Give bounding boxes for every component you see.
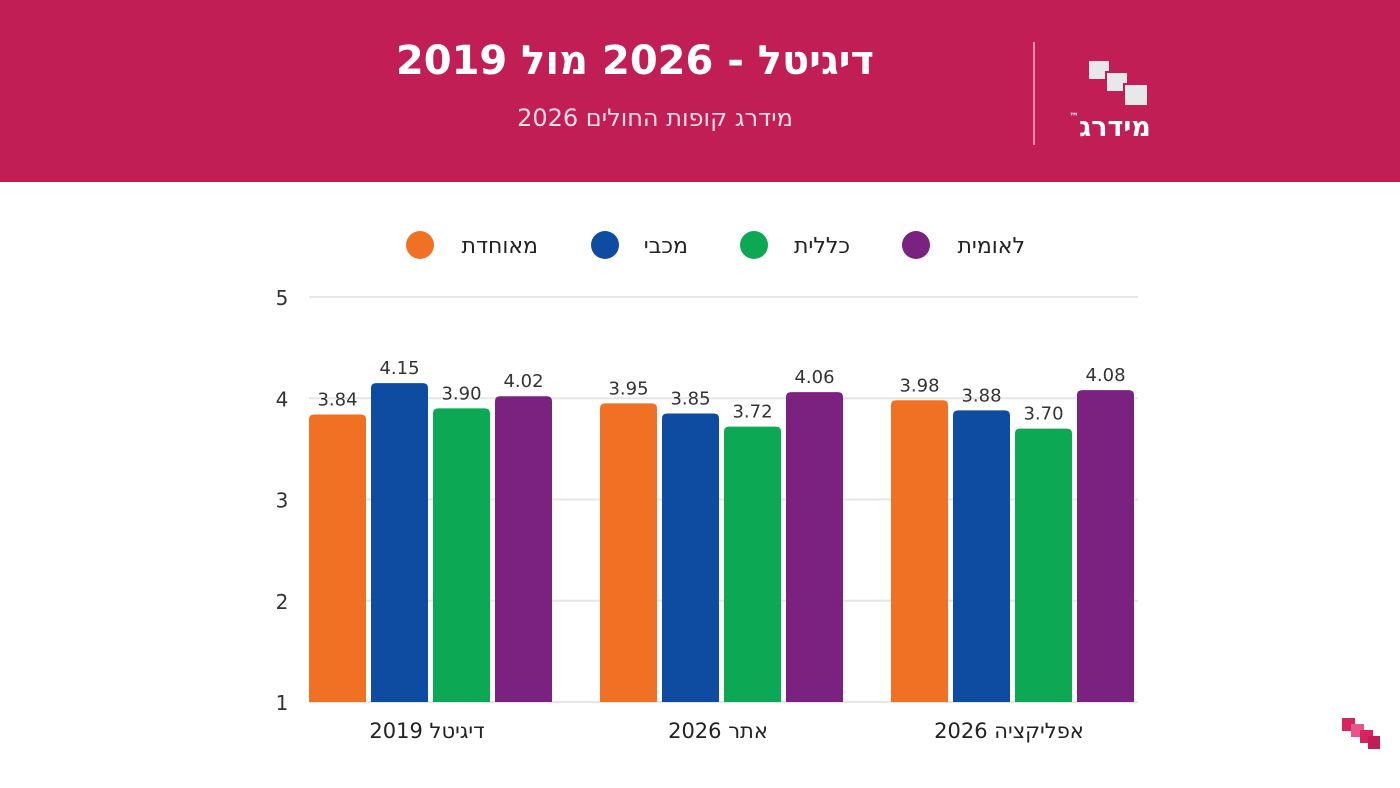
logo-squares-icon bbox=[1087, 59, 1149, 107]
bar bbox=[724, 426, 781, 702]
header-banner: דיגיטל - 2026 מול 2019 מידרג קופות החולי… bbox=[0, 0, 1400, 182]
bar bbox=[1015, 428, 1072, 702]
data-labels: 3.84 4.15 3.90 4.02 3.95 3.85 3.72 4.06 3.98 3.88… bbox=[317, 358, 1125, 425]
legend-label: לאומית bbox=[957, 234, 1025, 259]
logo-wordmark: מידרג™ bbox=[1060, 112, 1160, 143]
bar bbox=[891, 400, 948, 702]
legend-label: מאוחדת bbox=[462, 234, 538, 259]
x-category-label: אתר 2026 bbox=[668, 719, 768, 743]
y-tick-label: 1 bbox=[276, 691, 289, 715]
logo-trademark: ™ bbox=[1069, 112, 1080, 123]
x-axis-categories: דיגיטל 2019 אתר 2026 אפליקציה 2026 bbox=[369, 719, 1083, 743]
legend-swatch bbox=[902, 231, 930, 259]
bar-value-label: 4.08 bbox=[1085, 365, 1125, 386]
bar-value-label: 4.15 bbox=[379, 358, 419, 379]
bar-value-label: 3.84 bbox=[317, 389, 357, 410]
page-title: דיגיטל - 2026 מול 2019 bbox=[395, 38, 875, 84]
bar bbox=[600, 403, 657, 702]
y-tick-label: 5 bbox=[276, 286, 289, 310]
bar-value-label: 4.06 bbox=[794, 367, 834, 388]
legend-label: מכבי bbox=[644, 234, 688, 259]
bar bbox=[433, 408, 490, 702]
bars bbox=[309, 383, 1134, 702]
bar bbox=[953, 410, 1010, 702]
x-category-label: דיגיטל 2019 bbox=[369, 719, 484, 743]
legend-swatch bbox=[740, 231, 768, 259]
y-axis-ticks: 1 2 3 4 5 bbox=[276, 286, 289, 715]
logo-text: מידרג bbox=[1079, 112, 1151, 143]
legend-swatch bbox=[406, 231, 434, 259]
header-divider bbox=[1033, 42, 1035, 145]
bar-value-label: 3.98 bbox=[899, 375, 939, 396]
page-subtitle: מידרג קופות החולים 2026 bbox=[517, 104, 793, 132]
bar-value-label: 3.70 bbox=[1023, 404, 1063, 425]
bar-value-label: 3.72 bbox=[732, 402, 772, 423]
bar bbox=[495, 396, 552, 702]
bar-value-label: 4.02 bbox=[503, 371, 543, 392]
y-tick-label: 4 bbox=[276, 387, 289, 411]
bar-value-label: 3.90 bbox=[441, 383, 481, 404]
bar bbox=[662, 413, 719, 702]
bar bbox=[371, 383, 428, 702]
legend: מאוחדת מכבי כללית לאומית bbox=[406, 231, 1025, 259]
y-tick-label: 2 bbox=[276, 590, 289, 614]
bar bbox=[786, 392, 843, 702]
bar bbox=[309, 414, 366, 702]
legend-swatch bbox=[591, 231, 619, 259]
corner-logo-icon bbox=[1342, 718, 1380, 749]
bar-value-label: 3.95 bbox=[608, 378, 648, 399]
legend-label: כללית bbox=[794, 234, 850, 259]
bar-value-label: 3.85 bbox=[670, 388, 710, 409]
bar-value-label: 3.88 bbox=[961, 385, 1001, 406]
bar bbox=[1077, 390, 1134, 702]
y-tick-label: 3 bbox=[276, 489, 289, 513]
x-category-label: אפליקציה 2026 bbox=[934, 719, 1084, 743]
